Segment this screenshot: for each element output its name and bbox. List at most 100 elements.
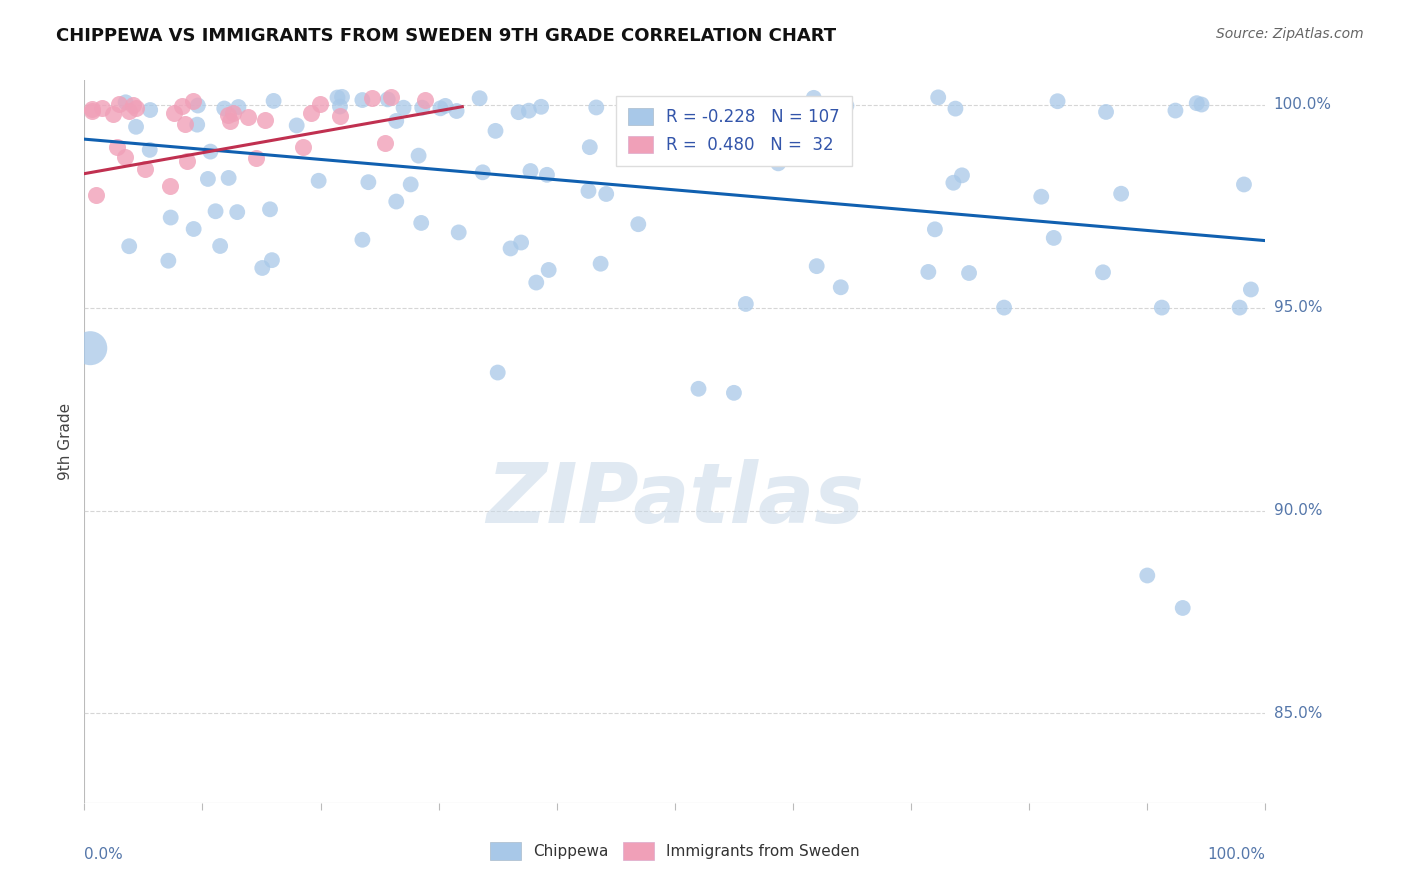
Point [79,341,101,355]
Point [221,106,243,120]
Point [183,222,205,236]
Point [468,91,491,105]
Point [1150,301,1173,315]
Point [125,120,148,134]
Point [945,102,967,116]
Point [917,265,939,279]
Point [446,103,468,118]
Point [118,103,141,118]
Point [163,105,186,120]
Text: ZIPatlas: ZIPatlas [486,458,863,540]
Point [927,90,949,104]
Point [228,100,250,114]
Point [536,168,558,182]
Point [1031,190,1053,204]
Point [91,101,114,115]
Point [176,153,198,168]
Point [484,124,506,138]
Point [187,98,209,112]
Point [330,90,353,104]
Point [174,116,197,130]
Point [950,169,973,183]
Point [226,205,249,219]
Point [138,143,160,157]
Point [830,280,852,294]
Point [1229,301,1251,315]
Point [578,184,600,198]
Point [186,118,208,132]
Text: 90.0%: 90.0% [1274,503,1322,518]
Point [200,145,222,159]
Point [392,101,415,115]
Point [1240,283,1263,297]
Point [357,175,380,189]
Text: 95.0%: 95.0% [1274,300,1322,315]
Point [688,103,710,118]
Point [508,105,530,120]
Point [578,140,600,154]
Point [411,216,433,230]
Point [329,109,352,123]
Point [263,94,285,108]
Point [326,90,349,104]
Point [380,90,402,104]
Point [486,366,509,380]
Point [122,97,145,112]
Point [1109,186,1132,201]
Point [803,91,825,105]
Point [1233,178,1256,192]
Point [139,103,162,117]
Text: Source: ZipAtlas.com: Source: ZipAtlas.com [1216,27,1364,41]
Point [217,108,239,122]
Point [734,297,756,311]
Point [411,101,433,115]
Point [723,385,745,400]
Point [524,276,547,290]
Point [352,93,374,107]
Point [1185,96,1208,111]
Point [585,100,607,114]
Point [134,162,156,177]
Point [429,101,451,115]
Text: 85.0%: 85.0% [1274,706,1322,721]
Point [1191,97,1213,112]
Point [84,187,107,202]
Point [308,174,330,188]
Point [661,102,683,116]
Point [209,239,232,253]
Point [285,119,308,133]
Point [1095,104,1118,119]
Point [595,186,617,201]
Point [517,103,540,118]
Point [80,103,103,117]
Point [157,253,180,268]
Point [101,107,124,121]
Point [361,90,384,104]
Point [537,263,560,277]
Point [1136,568,1159,582]
Point [993,301,1015,315]
Point [737,145,759,159]
Point [627,217,650,231]
Point [125,101,148,115]
Point [204,204,226,219]
Point [236,110,259,124]
Point [80,103,103,118]
Point [197,172,219,186]
Point [329,99,352,113]
Point [385,194,408,209]
Point [252,260,274,275]
Point [399,178,422,192]
Point [589,257,612,271]
Text: 100.0%: 100.0% [1208,847,1265,863]
Y-axis label: 9th Grade: 9th Grade [58,403,73,480]
Point [385,114,408,128]
Point [159,211,181,225]
Point [1046,94,1069,108]
Point [254,113,277,128]
Point [374,136,396,150]
Point [1164,103,1187,118]
Point [499,242,522,256]
Legend: Chippewa, Immigrants from Sweden: Chippewa, Immigrants from Sweden [482,835,868,867]
Point [105,139,128,153]
